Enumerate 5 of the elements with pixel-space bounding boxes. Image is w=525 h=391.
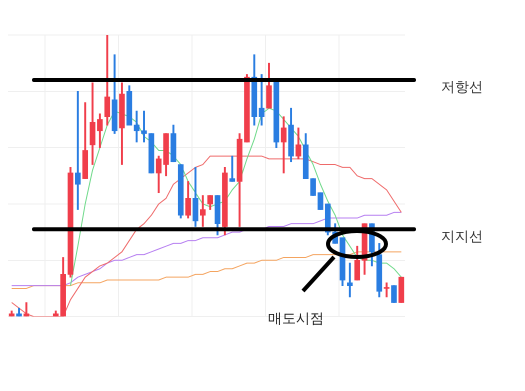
annotation: 매도시점	[268, 311, 324, 328]
candlestick	[75, 90, 81, 210]
candlestick	[347, 262, 353, 298]
ref-line-label: 지지선	[441, 228, 483, 245]
ref-line-label: 저항선	[441, 80, 483, 96]
